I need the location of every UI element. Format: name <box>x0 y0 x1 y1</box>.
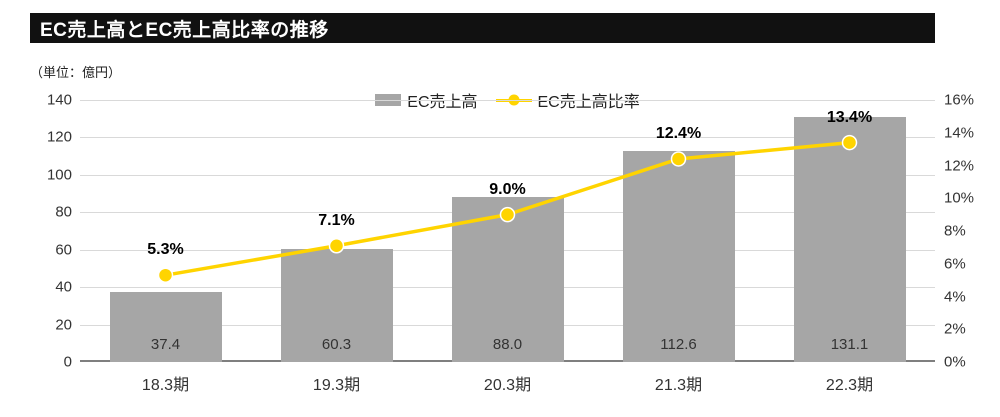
line-value-label: 9.0% <box>489 180 526 198</box>
left-axis-tick: 100 <box>46 166 72 184</box>
right-axis-tick: 0% <box>944 353 966 371</box>
bar-value-label: 131.1 <box>830 336 869 353</box>
x-axis-label: 18.3期 <box>141 377 190 394</box>
line-marker-icon <box>499 206 516 223</box>
left-axis-tick: 60 <box>55 241 72 259</box>
gridline <box>80 100 935 101</box>
bar <box>109 292 222 362</box>
line-value-label: 5.3% <box>147 241 184 259</box>
right-axis-tick: 8% <box>944 222 966 240</box>
x-axis-label: 20.3期 <box>483 377 532 394</box>
bar-value-label: 60.3 <box>321 336 352 353</box>
right-axis-tick: 4% <box>944 288 966 305</box>
bar <box>280 249 393 362</box>
chart-title-bar: EC売上高とEC売上高比率の推移 <box>30 13 935 43</box>
bar-value-label: 88.0 <box>492 336 523 353</box>
bar-value-label: 112.6 <box>660 336 697 353</box>
right-axis-tick: 16% <box>944 91 975 109</box>
left-axis-tick: 140 <box>46 91 72 109</box>
right-axis-tick: 2% <box>944 320 966 338</box>
line-marker-icon <box>841 134 858 151</box>
right-axis-tick: 10% <box>944 189 975 207</box>
legend: EC売上高 EC売上高比率 <box>80 88 935 112</box>
left-axis-tick: 40 <box>55 278 72 296</box>
x-axis-label: 22.3期 <box>825 377 874 394</box>
line-value-label: 7.1% <box>318 211 355 229</box>
right-axis-tick: 14% <box>944 124 975 142</box>
right-axis: 0% 2% 4% 6% 8% 10% 12% 14% 16% <box>944 92 998 371</box>
bar <box>622 151 735 362</box>
gridline <box>80 174 935 176</box>
left-axis-tick: 0 <box>63 353 72 371</box>
bar <box>451 197 564 362</box>
gridline <box>80 137 935 139</box>
line-value-label: 13.4% <box>826 108 873 126</box>
x-axis: 18.3期 19.3期 20.3期 21.3期 22.3期 <box>80 371 935 395</box>
left-axis: 0 20 40 60 80 100 120 140 <box>28 92 72 371</box>
line-series-legend-label: EC売上高比率 <box>537 94 640 111</box>
line-marker-icon <box>157 267 174 283</box>
plot-area: 37.4 60.3 88.0 112.6 131.1 5.3% 7.1% 9.0% 12.4% 1… <box>80 100 935 362</box>
bar <box>793 116 906 362</box>
x-axis-label: 19.3期 <box>312 377 361 394</box>
right-axis-tick: 12% <box>944 157 975 174</box>
bar-series-legend-label: EC売上高 <box>407 94 478 111</box>
x-axis-label: 21.3期 <box>654 377 703 394</box>
left-axis-tick: 80 <box>55 203 72 221</box>
unit-label: （単位：億円） <box>30 65 122 80</box>
line-marker-icon <box>328 237 345 254</box>
chart-title: EC売上高とEC売上高比率の推移 <box>40 19 329 41</box>
line-marker-icon <box>670 151 687 167</box>
left-axis-tick: 120 <box>46 128 72 146</box>
left-axis-tick: 20 <box>55 316 72 334</box>
line-series <box>157 134 858 283</box>
right-axis-tick: 6% <box>944 255 966 273</box>
line-value-label: 12.4% <box>655 124 702 142</box>
bar-value-label: 37.4 <box>150 336 181 353</box>
